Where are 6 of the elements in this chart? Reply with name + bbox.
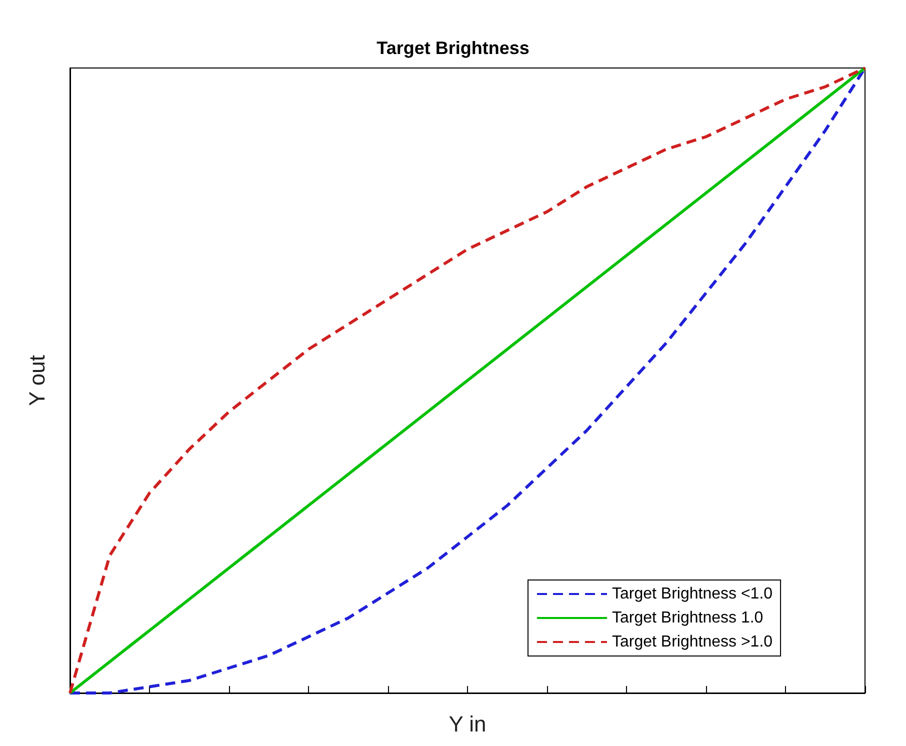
legend-label: Target Brightness >1.0 — [612, 634, 773, 650]
y-axis-title: Y out — [24, 355, 50, 406]
legend-label: Target Brightness <1.0 — [612, 586, 773, 602]
chart-title: Target Brightness — [376, 38, 530, 58]
x-axis-title: Y in — [448, 712, 486, 736]
legend-label: Target Brightness 1.0 — [612, 610, 764, 626]
